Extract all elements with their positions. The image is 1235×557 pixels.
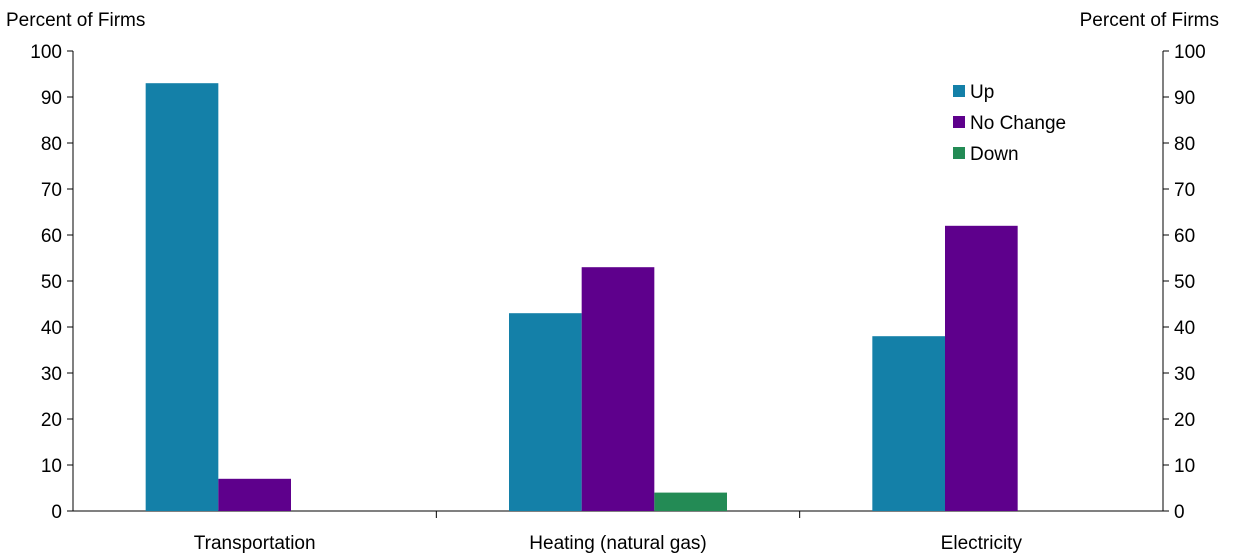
left-tick-label: 60 (41, 226, 62, 247)
right-tick-label: 50 (1174, 272, 1195, 293)
legend: Up No Change Down (953, 82, 1066, 165)
legend-label: No Change (970, 113, 1066, 134)
legend-swatch (953, 147, 965, 159)
left-tick-label: 80 (41, 134, 62, 155)
right-tick-label: 60 (1174, 226, 1195, 247)
axes: 0 0 10 10 20 20 30 30 40 40 50 50 60 60 70 70 80 80 90 90 10… (30, 42, 1205, 554)
category-label: Transportation (194, 533, 316, 554)
bar (218, 478, 291, 511)
legend-swatch (953, 116, 965, 128)
bar (581, 267, 655, 511)
left-tick-label: 0 (51, 502, 62, 523)
left-tick-label: 10 (41, 456, 62, 477)
right-tick-label: 30 (1174, 364, 1195, 385)
bar (145, 83, 219, 511)
legend-label: Up (970, 82, 994, 103)
right-tick-label: 20 (1174, 410, 1195, 431)
legend-label: Down (970, 144, 1019, 165)
bar (872, 336, 945, 511)
category-label: Heating (natural gas) (529, 533, 706, 554)
right-tick-label: 80 (1174, 134, 1195, 155)
right-axis-label: Percent of Firms (1080, 10, 1219, 31)
bar (945, 225, 1018, 512)
left-tick-label: 50 (41, 272, 62, 293)
right-tick-label: 40 (1174, 318, 1195, 339)
right-tick-label: 10 (1174, 456, 1195, 477)
left-tick-label: 100 (30, 42, 62, 63)
left-tick-label: 20 (41, 410, 62, 431)
left-tick-label: 90 (41, 88, 62, 109)
right-tick-label: 100 (1174, 42, 1206, 63)
left-axis-label: Percent of Firms (6, 10, 145, 31)
bar (654, 492, 727, 511)
left-tick-label: 30 (41, 364, 62, 385)
left-tick-label: 40 (41, 318, 62, 339)
right-tick-label: 70 (1174, 180, 1195, 201)
left-tick-label: 70 (41, 180, 62, 201)
right-tick-label: 0 (1174, 502, 1185, 523)
bars (145, 83, 1018, 512)
right-tick-label: 90 (1174, 88, 1195, 109)
bar (509, 313, 582, 511)
legend-swatch (953, 85, 965, 97)
category-label: Electricity (941, 533, 1023, 554)
